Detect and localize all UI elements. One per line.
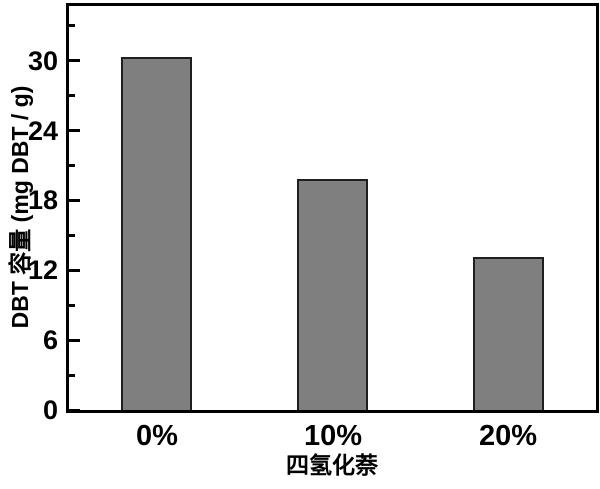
y-tick-label: 18 — [27, 185, 58, 215]
y-tick-major — [69, 269, 80, 272]
y-tick-minor — [69, 94, 75, 97]
y-tick-minor — [69, 24, 75, 27]
bar-0% — [121, 57, 192, 410]
y-tick-major — [69, 199, 80, 202]
y-tick-major — [69, 129, 80, 132]
y-tick-major — [69, 59, 80, 62]
x-axis-title: 四氢化萘 — [286, 452, 378, 478]
plot-area — [66, 3, 599, 413]
y-tick-label: 0 — [42, 395, 58, 425]
x-category-label: 20% — [478, 420, 538, 452]
y-tick-major — [69, 409, 80, 412]
x-category-label: 0% — [136, 420, 178, 452]
y-tick-minor — [69, 374, 75, 377]
y-tick-minor — [69, 164, 75, 167]
y-tick-major — [69, 339, 80, 342]
y-tick-minor — [69, 234, 75, 237]
y-axis-title: DBT 容量 (mg DBT / g) — [7, 85, 33, 329]
y-tick-label: 12 — [27, 255, 58, 285]
y-tick-label: 30 — [27, 46, 58, 76]
bar-20% — [473, 257, 544, 410]
bar-10% — [297, 179, 368, 410]
y-tick-label: 24 — [27, 116, 58, 146]
y-tick-minor — [69, 304, 75, 307]
x-category-label: 10% — [303, 420, 363, 452]
y-tick-label: 6 — [42, 325, 58, 355]
